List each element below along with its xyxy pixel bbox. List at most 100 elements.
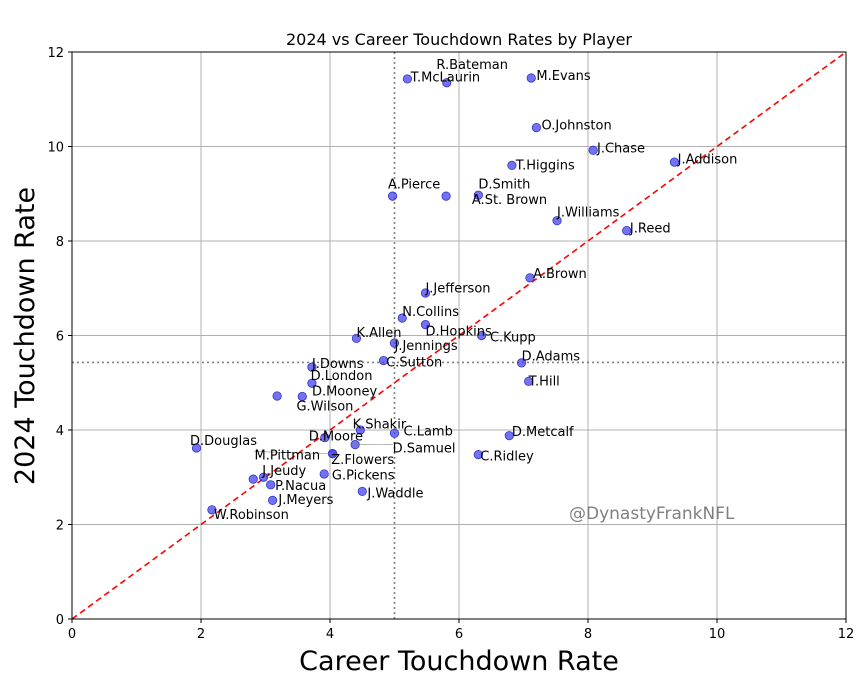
watermark: @DynastyFrankNFL xyxy=(569,504,735,524)
data-point xyxy=(420,288,431,298)
point-label: D.London xyxy=(311,369,373,384)
label-leader xyxy=(254,451,333,454)
data-point xyxy=(272,391,282,401)
ticks-layer: 0 2 4 6 8 10 12 0 2 4 6 8 10 12 xyxy=(47,46,854,642)
point-label: J.Downs xyxy=(311,357,364,372)
y-tick-label: 4 xyxy=(56,424,64,439)
point-label: D.Mooney xyxy=(312,385,378,400)
data-point xyxy=(319,469,329,479)
point-label: T.Higgins xyxy=(515,158,575,173)
point-label: J.Waddle xyxy=(366,486,423,501)
point-label: C.Sutton xyxy=(386,355,442,370)
x-tick-label: 10 xyxy=(709,627,726,642)
data-point xyxy=(307,378,317,388)
chart-title: 2024 vs Career Touchdown Rates by Player xyxy=(286,30,632,49)
point-label: P.Nacua xyxy=(275,479,326,494)
data-point xyxy=(248,474,258,484)
data-point xyxy=(307,362,317,372)
point-label: J.Jefferson xyxy=(424,281,490,296)
data-point xyxy=(267,495,278,506)
point-label: G.Pickens xyxy=(332,468,395,483)
point-label: C.Ridley xyxy=(480,449,534,464)
data-point xyxy=(389,338,400,348)
data-point xyxy=(397,313,407,323)
y-tick-label: 12 xyxy=(47,46,64,61)
point-label: C.Lamb xyxy=(404,424,453,439)
point-label: Z.Flowers xyxy=(331,453,394,468)
point-label: D.Douglas xyxy=(190,434,257,449)
point-label: A.St. Brown xyxy=(472,193,547,208)
x-tick-label: 6 xyxy=(455,627,463,642)
x-tick-label: 8 xyxy=(584,627,592,642)
x-axis-title: Career Touchdown Rate xyxy=(299,646,619,676)
point-label: A.Pierce xyxy=(388,177,440,192)
point-label: C.Kupp xyxy=(490,330,536,345)
data-point xyxy=(588,145,598,155)
data-point xyxy=(441,191,451,201)
point-label: J.Addison xyxy=(677,153,738,168)
data-point xyxy=(402,74,412,84)
data-point xyxy=(207,505,217,515)
data-point xyxy=(524,376,534,386)
x-tick-label: 2 xyxy=(197,627,205,642)
points-layer xyxy=(191,73,680,515)
data-point xyxy=(526,73,536,83)
y-tick-label: 8 xyxy=(56,235,64,250)
data-point xyxy=(355,425,365,435)
point-label: O.Johnston xyxy=(542,119,612,134)
point-label: J.Jennings xyxy=(394,339,458,354)
x-tick-label: 12 xyxy=(838,627,855,642)
point-label: D.Moore xyxy=(309,430,363,445)
data-point xyxy=(297,391,307,402)
data-point xyxy=(525,273,535,283)
point-label: A.Brown xyxy=(533,267,587,282)
point-label: J.Jeudy xyxy=(261,464,306,479)
point-label: G.Wilson xyxy=(296,399,353,414)
data-point xyxy=(351,333,362,343)
data-point xyxy=(476,330,487,341)
data-point xyxy=(552,216,562,226)
point-label: J.Meyers xyxy=(277,493,333,508)
data-point xyxy=(320,432,330,443)
y-tick-label: 6 xyxy=(56,330,64,345)
point-label: R.Bateman xyxy=(436,58,508,73)
y-tick-label: 2 xyxy=(56,519,64,534)
data-point xyxy=(669,157,680,167)
point-label: D.Samuel xyxy=(393,441,456,456)
data-point xyxy=(473,449,483,460)
point-label: J.Williams xyxy=(556,206,620,221)
data-point xyxy=(516,358,527,368)
y-tick-label: 0 xyxy=(56,613,64,628)
data-point xyxy=(357,486,367,497)
point-label: W.Robinson xyxy=(214,508,289,523)
data-point xyxy=(378,355,389,366)
x-tick-label: 0 xyxy=(68,627,76,642)
data-point xyxy=(191,443,202,453)
point-label: K.Allen xyxy=(356,326,401,341)
point-label: D.Smith xyxy=(478,177,530,192)
data-point xyxy=(387,191,398,201)
data-point xyxy=(420,320,431,330)
y-tick-label: 10 xyxy=(47,141,64,156)
data-point xyxy=(622,226,632,236)
point-label: D.Hopkins xyxy=(425,325,492,340)
data-point xyxy=(258,472,269,482)
point-label: J.Chase xyxy=(596,141,645,156)
data-point xyxy=(507,160,517,170)
point-label: N.Collins xyxy=(402,305,459,320)
data-point xyxy=(389,428,400,438)
y-axis-title: 2024 Touchdown Rate xyxy=(10,187,41,485)
point-label: K.Shakir xyxy=(353,417,407,432)
data-point xyxy=(504,431,514,441)
point-label: D.Metcalf xyxy=(512,425,574,440)
point-label: D.Adams xyxy=(522,349,581,364)
point-label: M.Pittman xyxy=(255,449,321,464)
data-point xyxy=(473,190,483,200)
point-label: J.Reed xyxy=(629,222,671,237)
x-tick-label: 4 xyxy=(326,627,334,642)
point-label: T.McLaurin xyxy=(410,71,481,86)
point-label: M.Evans xyxy=(536,69,590,84)
point-label: T.Hill xyxy=(528,374,560,389)
